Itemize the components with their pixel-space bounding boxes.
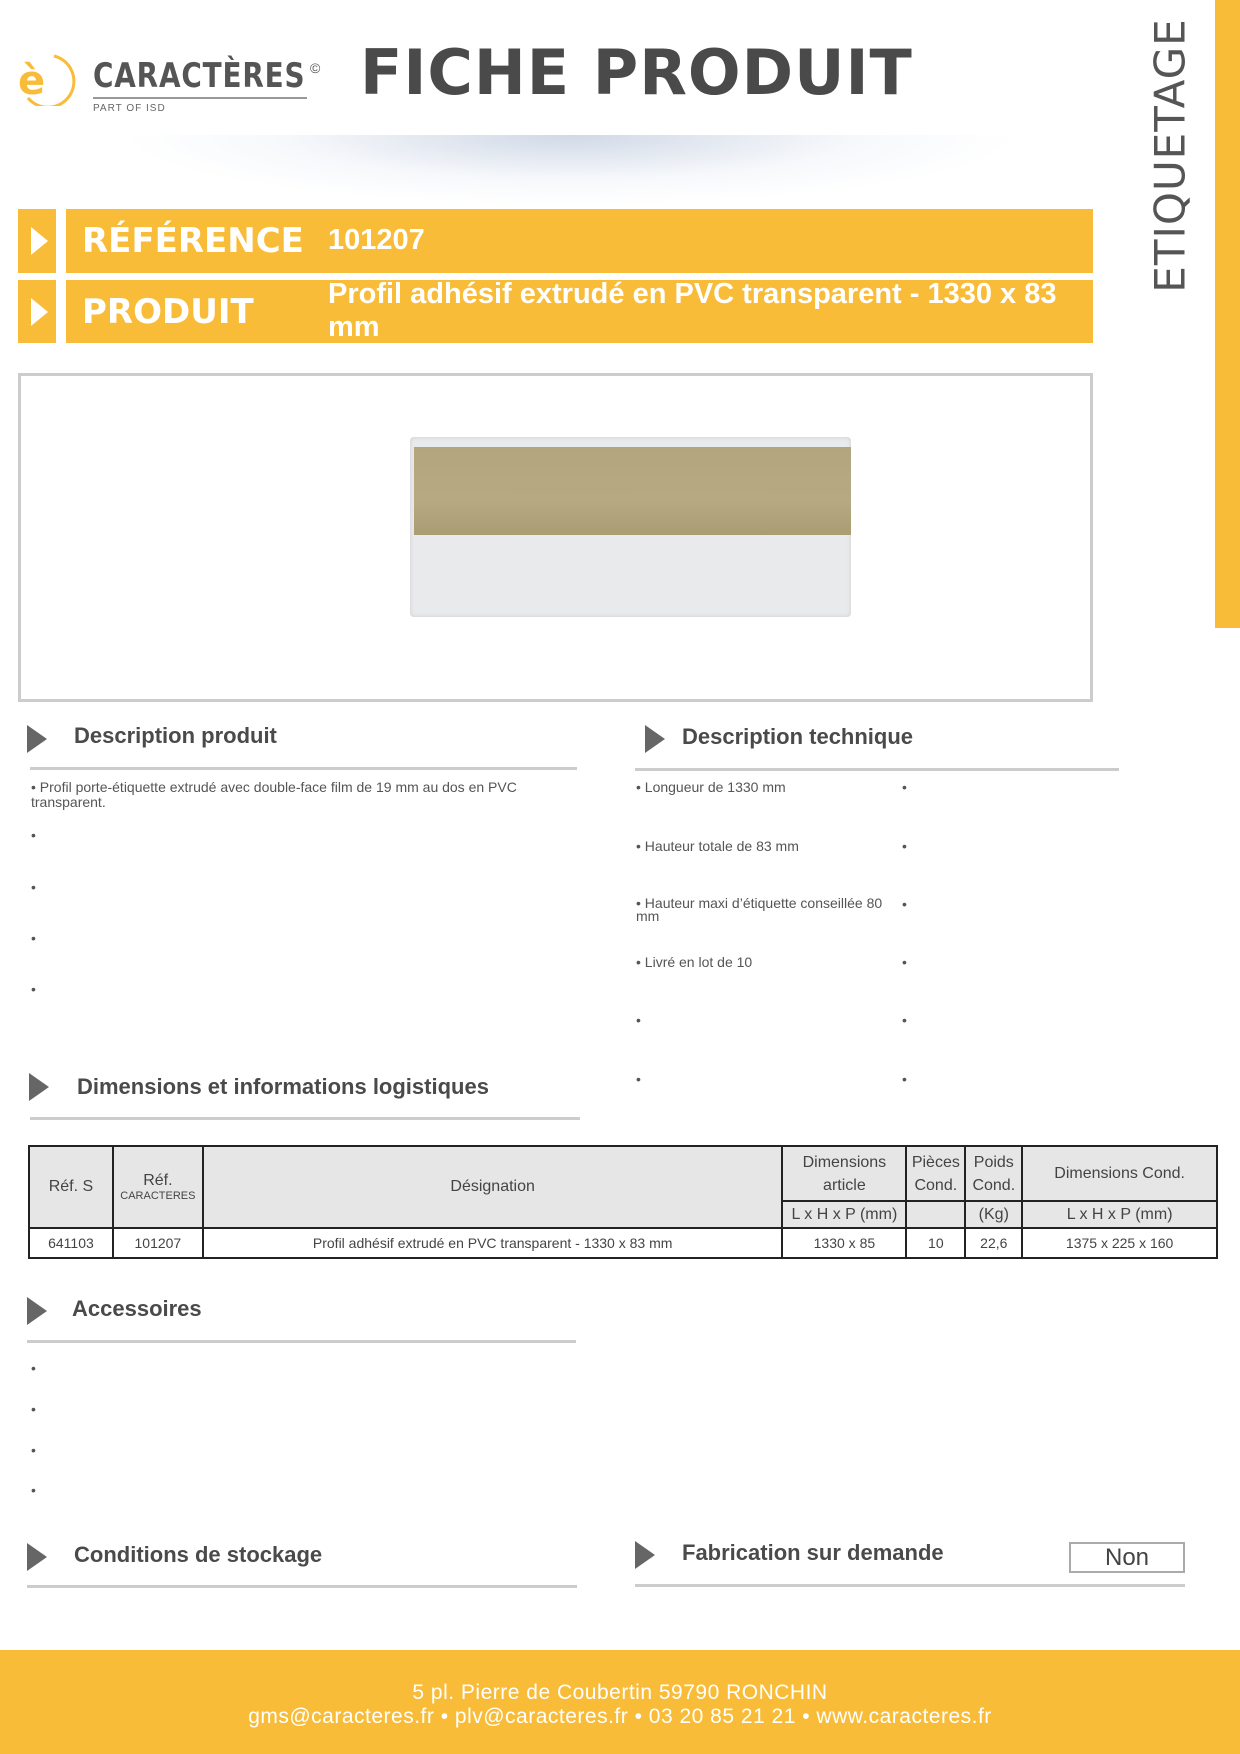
accessoire-item: • xyxy=(31,1360,36,1376)
produit-bar: PRODUIT Profil adhésif extrudé en PVC tr… xyxy=(66,278,1093,343)
category-text: ETIQUETAGE xyxy=(1145,17,1195,293)
description-item: • xyxy=(31,930,36,946)
product-image-frame xyxy=(18,373,1093,702)
technique-item: • xyxy=(636,1071,641,1087)
unit-poids: (Kg) xyxy=(964,1200,1024,1229)
section-arrow-icon xyxy=(27,1297,47,1325)
description-item: • Profil porte-étiquette extrudé avec do… xyxy=(31,779,517,810)
divider xyxy=(30,767,577,770)
technique-title: Description technique xyxy=(682,724,914,749)
description-item: • xyxy=(31,879,36,895)
section-arrow-icon xyxy=(27,1543,47,1571)
description-item: • xyxy=(31,827,36,843)
footer: 5 pl. Pierre de Coubertin 59790 RONCHIN … xyxy=(0,1650,1240,1754)
produit-label: PRODUIT xyxy=(82,292,254,332)
page-title: FICHE PRODUIT xyxy=(360,36,913,109)
header-dim-article: Dimensions article xyxy=(781,1145,908,1202)
logo-divider xyxy=(93,97,307,99)
arrow-icon xyxy=(18,209,56,273)
logo-icon: è xyxy=(18,54,76,106)
header-shadow xyxy=(120,135,1020,205)
logistics-table: Réf. S Réf. CARACTERES Désignation Dimens… xyxy=(28,1145,1218,1259)
technique-item: • Livré en lot de 10 xyxy=(636,954,753,970)
header-ref-s: Réf. S xyxy=(28,1145,114,1229)
arrow-icon xyxy=(18,280,56,343)
header-ref-label: Réf. xyxy=(143,1172,173,1189)
cell-dim-article: 1330 x 85 xyxy=(781,1227,908,1259)
divider xyxy=(635,1584,1185,1587)
unit-dim-cond: L x H x P (mm) xyxy=(1021,1200,1218,1229)
header-ref: Réf. CARACTERES xyxy=(111,1145,204,1229)
unit-pieces xyxy=(905,1200,967,1229)
unit-dim-article: L x H x P (mm) xyxy=(781,1200,908,1229)
brand-name: CARACTÈRES xyxy=(93,56,306,96)
category-label: ETIQUETAGE xyxy=(1140,17,1200,293)
header-dim-cond: Dimensions Cond. xyxy=(1021,1145,1218,1202)
header-ref-sub: CARACTERES xyxy=(120,1190,196,1202)
header-pieces: Pièces Cond. xyxy=(905,1145,967,1202)
svg-text:è: è xyxy=(18,58,45,104)
technique-item: • Hauteur maxi d’étiquette conseillée 80… xyxy=(636,895,883,924)
adhesive-strip xyxy=(414,447,851,535)
technique-item: • xyxy=(902,838,907,854)
fabrication-value: Non xyxy=(1069,1542,1185,1573)
description-item: • xyxy=(31,981,36,997)
produit-value: Profil adhésif extrudé en PVC transparen… xyxy=(328,278,1057,343)
technique-item: • Hauteur totale de 83 mm xyxy=(636,838,799,854)
cell-dim-cond: 1375 x 225 x 160 xyxy=(1021,1227,1218,1259)
section-arrow-icon xyxy=(635,1541,655,1569)
brand-sub: PART OF ISD xyxy=(93,103,166,114)
copyright: © xyxy=(310,60,321,76)
cell-ref: 101207 xyxy=(111,1227,204,1259)
reference-bar: RÉFÉRENCE 101207 xyxy=(66,209,1093,273)
technique-item: • xyxy=(636,1012,641,1028)
product-image xyxy=(410,437,851,617)
accessoire-item: • xyxy=(31,1401,36,1417)
divider xyxy=(635,768,1119,771)
cell-ref-s: 641103 xyxy=(28,1227,114,1259)
header-designation: Désignation xyxy=(201,1145,784,1229)
section-arrow-icon xyxy=(645,725,665,753)
section-arrow-icon xyxy=(29,1073,49,1101)
cell-poids: 22,6 xyxy=(964,1227,1024,1259)
accessoires-title: Accessoires xyxy=(72,1296,202,1321)
fabrication-title: Fabrication sur demande xyxy=(682,1540,944,1565)
technique-item: • xyxy=(902,1071,907,1087)
technique-item: • xyxy=(902,954,907,970)
header-poids: Poids Cond. xyxy=(964,1145,1024,1202)
logistics-title: Dimensions et informations logistiques xyxy=(77,1074,489,1099)
cell-designation: Profil adhésif extrudé en PVC transparen… xyxy=(201,1227,784,1259)
description-title: Description produit xyxy=(74,723,277,748)
section-arrow-icon xyxy=(27,725,47,753)
table-row: 641103 101207 Profil adhésif extrudé en … xyxy=(28,1227,1218,1259)
divider xyxy=(27,1340,576,1343)
accessoire-item: • xyxy=(31,1482,36,1498)
category-strip xyxy=(1215,0,1240,628)
reference-label: RÉFÉRENCE xyxy=(82,221,304,261)
reference-value: 101207 xyxy=(328,224,425,256)
technique-item: • Longueur de 1330 mm xyxy=(636,779,786,795)
footer-contact: gms@caracteres.fr • plv@caracteres.fr • … xyxy=(248,1705,992,1728)
technique-item: • xyxy=(902,779,907,795)
divider xyxy=(30,1117,580,1120)
stockage-title: Conditions de stockage xyxy=(74,1542,323,1567)
footer-address: 5 pl. Pierre de Coubertin 59790 RONCHIN xyxy=(412,1681,828,1704)
divider xyxy=(27,1585,577,1588)
technique-item: • xyxy=(902,1012,907,1028)
accessoire-item: • xyxy=(31,1442,36,1458)
cell-pieces: 10 xyxy=(905,1227,967,1259)
technique-item: • xyxy=(902,896,907,912)
